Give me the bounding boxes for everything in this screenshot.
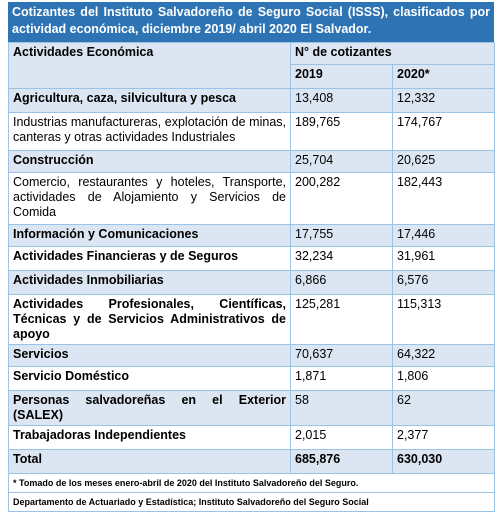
year-header: 2020*	[392, 64, 495, 89]
header-row: 2019 2020*	[9, 64, 495, 89]
footnote: Departamento de Actuariado y Estadística…	[8, 492, 495, 512]
data-row: Construcción 25,704 20,625	[8, 150, 495, 173]
cell-value: 13,408	[290, 88, 393, 113]
cell-value: 32,234	[290, 246, 393, 271]
cell-value: 58	[290, 390, 393, 426]
data-row: Actividades Inmobiliarias 6,866 6,576	[8, 270, 495, 295]
row-label: Actividades Financieras y de Seguros	[8, 246, 291, 271]
cell-value: 6,866	[290, 270, 393, 295]
table-body: Actividades Económica N° de cotizantes 2…	[8, 42, 495, 512]
page: Cotizantes del Instituto Salvadoreño de …	[8, 2, 495, 512]
data-row: Servicio Doméstico 1,871 1,806	[8, 366, 495, 391]
row-label: Construcción	[8, 150, 291, 173]
cell-value: 70,637	[290, 344, 393, 367]
row-label: Servicios	[8, 344, 291, 367]
row-label: Servicio Doméstico	[8, 366, 291, 391]
cell-value: 2,015	[290, 425, 393, 450]
cell-value: 630,030	[392, 449, 495, 474]
cell-value: 2,377	[392, 425, 495, 450]
data-row: Personas salvadoreñas en el Exterior (SA…	[8, 390, 495, 426]
cell-value: 12,332	[392, 88, 495, 113]
cell-value: 25,704	[290, 150, 393, 173]
cell-value: 174,767	[392, 112, 495, 151]
cell-value: 200,282	[290, 172, 393, 225]
data-row: Servicios 70,637 64,322	[8, 344, 495, 367]
column-header: Actividades Económica	[8, 42, 291, 89]
cell-value: 189,765	[290, 112, 393, 151]
cell-value: 182,443	[392, 172, 495, 225]
cell-value: 20,625	[392, 150, 495, 173]
data-row: Comercio, restaurantes y hoteles, Transp…	[8, 172, 495, 225]
total-row: Total 685,876 630,030	[8, 449, 495, 474]
data-table: Actividades Económica N° de cotizantes 2…	[8, 42, 495, 512]
cell-value: 17,755	[290, 224, 393, 247]
cell-value: 64,322	[392, 344, 495, 367]
data-row: Agricultura, caza, silvicultura y pesca 1…	[8, 88, 495, 113]
cell-value: 62	[392, 390, 495, 426]
row-label: Total	[8, 449, 291, 474]
document: Cotizantes del Instituto Salvadoreño de …	[8, 2, 495, 512]
data-row: Información y Comunicaciones 17,755 17,446	[8, 224, 495, 247]
header-row: Actividades Económica N° de cotizantes	[8, 42, 495, 89]
row-label: Actividades Inmobiliarias	[8, 270, 291, 295]
cell-value: 1,806	[392, 366, 495, 391]
footnote: * Tomado de los meses enero-abril de 202…	[8, 473, 495, 493]
cell-value: 115,313	[392, 294, 495, 345]
year-header: 2019	[290, 64, 393, 89]
row-label: Industrias manufactureras, explotación d…	[8, 112, 291, 151]
data-row: Actividades Profesionales, Científicas, …	[8, 294, 495, 345]
row-label: Comercio, restaurantes y hoteles, Transp…	[8, 172, 291, 225]
cell-value: 17,446	[392, 224, 495, 247]
row-label: Personas salvadoreñas en el Exterior (SA…	[8, 390, 291, 426]
data-row: Industrias manufactureras, explotación d…	[8, 112, 495, 151]
data-row: Trabajadoras Independientes 2,015 2,377	[8, 425, 495, 450]
cell-value: 6,576	[392, 270, 495, 295]
cell-value: 1,871	[290, 366, 393, 391]
row-label: Actividades Profesionales, Científicas, …	[8, 294, 291, 345]
cell-value: 685,876	[290, 449, 393, 474]
table-title: Cotizantes del Instituto Salvadoreño de …	[8, 2, 494, 42]
row-label: Agricultura, caza, silvicultura y pesca	[8, 88, 291, 113]
cell-value: 31,961	[392, 246, 495, 271]
cell-value: 125,281	[290, 294, 393, 345]
row-label: Información y Comunicaciones	[8, 224, 291, 247]
footnote-row: * Tomado de los meses enero-abril de 202…	[8, 473, 495, 493]
footnote-row: Departamento de Actuariado y Estadística…	[8, 492, 495, 512]
group-header: N° de cotizantes	[290, 42, 495, 65]
data-row: Actividades Financieras y de Seguros 32,2…	[8, 246, 495, 271]
row-label: Trabajadoras Independientes	[8, 425, 291, 450]
